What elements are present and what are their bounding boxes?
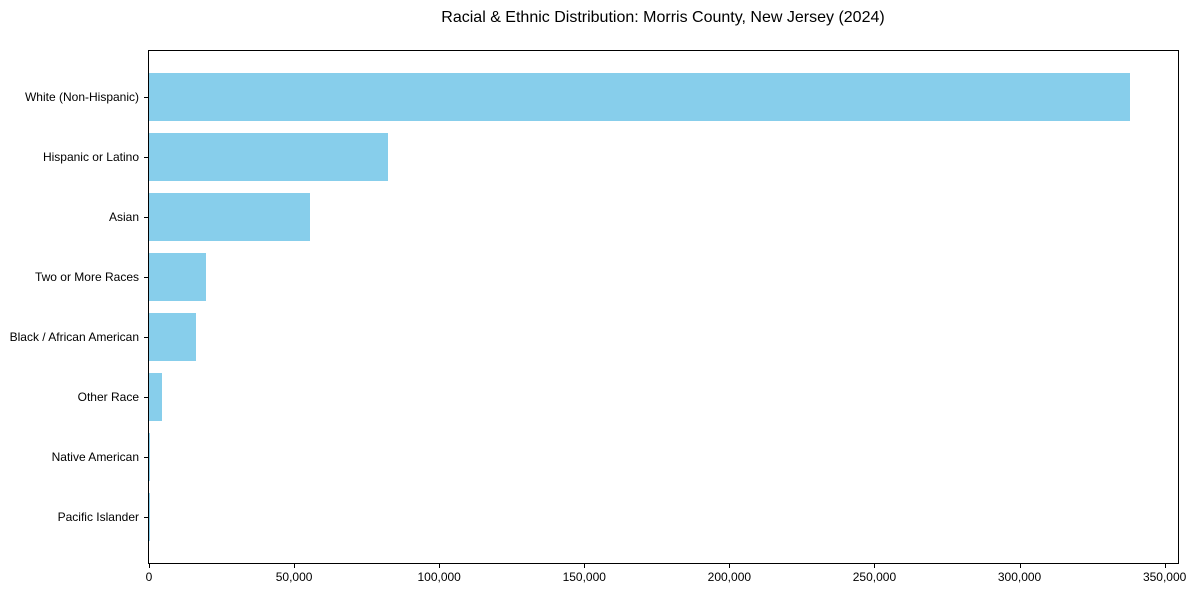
y-tick-mark (144, 97, 148, 98)
x-tick-label: 350,000 (1142, 570, 1187, 584)
x-tick-label: 200,000 (707, 570, 752, 584)
x-tick-label: 250,000 (852, 570, 897, 584)
bar (149, 433, 150, 481)
x-tick-label: 0 (145, 570, 153, 584)
y-tick-label: Other Race (77, 390, 139, 404)
x-tick-label: 50,000 (275, 570, 313, 584)
y-tick-mark (144, 397, 148, 398)
y-tick-label: Black / African American (9, 330, 139, 344)
x-tick-mark (294, 564, 296, 568)
y-tick-label: Asian (108, 210, 139, 224)
x-tick-label: 150,000 (562, 570, 606, 584)
bar (149, 193, 310, 241)
bar (149, 373, 163, 421)
x-tick-mark (149, 564, 150, 568)
x-tick-mark (874, 564, 876, 568)
y-tick-label: Pacific Islander (57, 510, 139, 524)
bar (149, 253, 206, 301)
x-tick-mark (584, 564, 586, 568)
plot-area: White (Non-Hispanic) Hispanic or Latino As… (10, 50, 1186, 584)
x-tick-mark (729, 564, 731, 568)
y-tick-label: Hispanic or Latino (42, 150, 139, 164)
bar (149, 133, 388, 181)
y-tick-mark (144, 217, 148, 218)
bar (149, 73, 1130, 121)
x-tick-mark (1019, 564, 1021, 568)
chart-title: Racial & Ethnic Distribution: Morris Cou… (441, 9, 885, 26)
y-tick-mark (144, 337, 148, 338)
x-tick-mark (1164, 564, 1166, 568)
y-tick-label: Two or More Races (34, 270, 139, 284)
y-tick-mark (144, 157, 148, 158)
y-tick-mark (144, 457, 148, 458)
bar (149, 313, 196, 361)
y-tick-mark (144, 517, 148, 518)
y-tick-label: Native American (51, 450, 139, 464)
x-tick-label: 100,000 (417, 570, 461, 584)
x-tick-label: 300,000 (997, 570, 1042, 584)
y-tick-label: White (Non-Hispanic) (24, 90, 139, 104)
x-tick-mark (439, 564, 441, 568)
y-tick-mark (144, 277, 148, 278)
